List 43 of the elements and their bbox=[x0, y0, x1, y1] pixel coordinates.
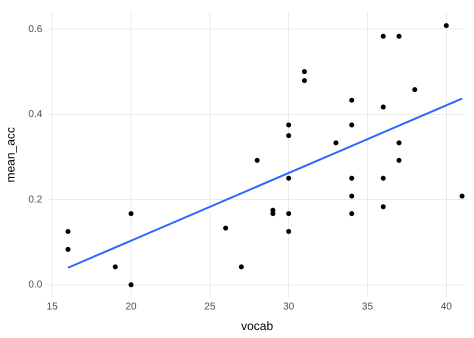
point bbox=[66, 229, 71, 234]
x-axis-title: vocab bbox=[241, 319, 274, 334]
point bbox=[286, 229, 292, 234]
x-tick-label: 30 bbox=[283, 301, 295, 312]
point bbox=[128, 282, 134, 288]
point bbox=[349, 194, 354, 199]
x-tick-label: 40 bbox=[440, 301, 452, 312]
point bbox=[460, 194, 465, 199]
point bbox=[302, 69, 307, 74]
point bbox=[380, 204, 386, 210]
point bbox=[444, 23, 449, 28]
point bbox=[349, 122, 354, 128]
point bbox=[380, 34, 386, 39]
point bbox=[112, 264, 118, 270]
point bbox=[396, 34, 402, 39]
point bbox=[223, 226, 228, 231]
point bbox=[349, 211, 354, 216]
y-tick-label: 0.6 bbox=[28, 24, 43, 35]
point bbox=[396, 140, 402, 146]
y-axis-title: mean_acc bbox=[4, 127, 18, 182]
point bbox=[380, 104, 386, 110]
x-tick-label: 35 bbox=[362, 301, 374, 312]
point bbox=[254, 158, 260, 163]
x-tick-label: 25 bbox=[204, 301, 216, 312]
point bbox=[286, 122, 292, 128]
point bbox=[286, 133, 292, 138]
point bbox=[349, 176, 354, 181]
x-tick-label: 20 bbox=[125, 301, 138, 312]
point bbox=[396, 158, 402, 163]
y-tick-label: 0.2 bbox=[28, 194, 43, 206]
point bbox=[412, 87, 418, 92]
point bbox=[286, 176, 292, 181]
x-tick-label: 15 bbox=[46, 301, 58, 312]
point bbox=[302, 78, 307, 84]
point bbox=[286, 211, 292, 216]
y-tick-label: 0.0 bbox=[28, 280, 43, 291]
point bbox=[349, 98, 354, 103]
point bbox=[128, 211, 134, 216]
point bbox=[238, 264, 244, 270]
point bbox=[333, 140, 338, 146]
point bbox=[380, 176, 386, 181]
point bbox=[66, 246, 71, 252]
y-tick-label: 0.4 bbox=[28, 109, 43, 120]
